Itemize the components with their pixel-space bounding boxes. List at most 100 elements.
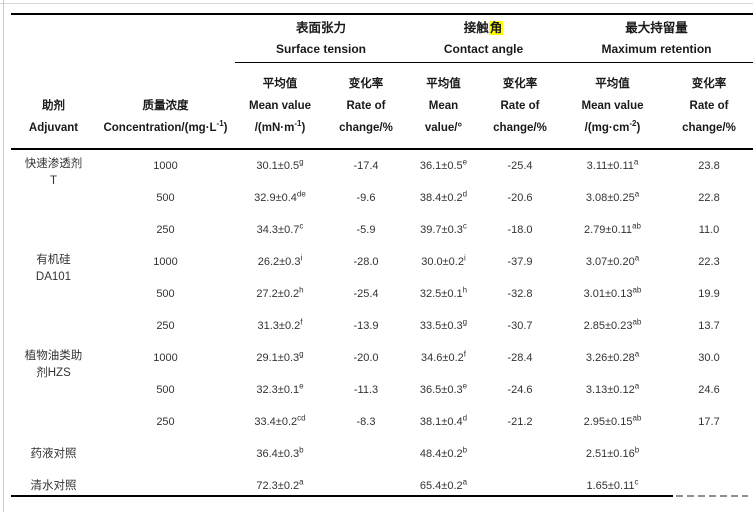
cell-ca-mean: 36.5±0.3e — [419, 381, 468, 396]
cell-mr-rate: 11.0 — [698, 224, 720, 236]
column-header-row: 助剂 Adjuvant 质量浓度 Concentration/(mg·L-1) 平均… — [11, 62, 753, 150]
group-header-row: 表面张力 Surface tension 接触角 Contact angle 最… — [11, 14, 753, 63]
cell-st-mean: 30.1±0.5g — [256, 157, 304, 172]
table-row: 500 32.9±0.4de -9.6 38.4±0.2d -20.6 3.08±0.25… — [11, 182, 753, 214]
cell-mr-rate — [665, 438, 753, 470]
cell-ca-mean: 39.7±0.3c — [420, 221, 467, 236]
cell-mr-mean: 3.01±0.13ab — [583, 285, 642, 300]
adjuvant-cell: 清水对照 — [30, 480, 77, 492]
cell-conc — [96, 470, 235, 502]
cell-mr-rate — [665, 470, 753, 502]
cell-mr-rate: 22.8 — [698, 192, 720, 204]
cell-st-rate: -25.4 — [353, 288, 379, 300]
cell-mr-mean: 2.51±0.16b — [585, 445, 640, 460]
adjuvant-cell: 药液对照 — [30, 448, 77, 460]
cell-mr-rate: 24.6 — [698, 384, 720, 396]
table-row: 250 33.4±0.2cd -8.3 38.1±0.4d -21.2 2.95±0.15… — [11, 406, 753, 438]
page-edge-top — [0, 3, 753, 4]
cell-mr-mean: 1.65±0.11c — [586, 477, 639, 492]
cell-st-rate: -11.3 — [353, 384, 379, 396]
col-header-concentration: 质量浓度 Concentration/(mg·L-1) — [96, 62, 235, 150]
group-contact-angle-en: Contact angle — [443, 41, 524, 56]
cell-mr-mean: 3.11±0.11a — [586, 157, 639, 172]
group-contact-angle-zh-text: 接触 — [463, 20, 489, 35]
col-header-st-mean: 平均值 Mean value/(mN·m-1) — [235, 62, 325, 150]
page-edge-left — [3, 0, 4, 512]
group-contact-angle-zh: 接触角 — [407, 18, 560, 39]
cell-ca-rate: -21.2 — [507, 416, 533, 428]
table-row: 植物油类助 剂HZS 1000 29.1±0.3g -20.0 34.6±0.2f -28.… — [11, 342, 753, 379]
cell-mr-mean: 3.13±0.12a — [585, 381, 640, 396]
cell-conc — [96, 438, 235, 470]
cell-conc: 1000 — [153, 256, 178, 268]
cell-st-rate: -17.4 — [353, 160, 379, 172]
adjuvant-cell: 植物油类助 剂HZS — [24, 350, 83, 379]
table-row: 250 34.3±0.7c -5.9 39.7±0.3c -18.0 2.79±0.11a… — [11, 214, 753, 246]
cell-st-mean: 36.4±0.3b — [256, 445, 304, 460]
cell-mr-mean: 2.95±0.15ab — [583, 413, 642, 428]
cell-ca-mean: 36.1±0.5e — [419, 157, 468, 172]
col-header-mr-rate: 变化率 Rate of change/% — [665, 62, 753, 150]
adjuvant-cell: 有机硅 DA101 — [35, 254, 72, 283]
cell-mr-mean: 2.85±0.23ab — [583, 317, 642, 332]
cell-ca-mean: 38.4±0.2d — [419, 189, 468, 204]
col-header-st-rate: 变化率 Rate of change/% — [325, 62, 407, 150]
cell-st-rate: -28.0 — [353, 256, 379, 268]
table-bottom-rule-faded-dashes — [676, 495, 748, 497]
cell-mr-rate: 13.7 — [698, 320, 720, 332]
group-surface-tension-en: Surface tension — [275, 41, 367, 56]
table-row: 500 32.3±0.1e -11.3 36.5±0.3e -24.6 3.13±0.12… — [11, 374, 753, 406]
cell-ca-mean: 30.0±0.2i — [421, 253, 466, 268]
table-row: 清水对照 72.3±0.2a 65.4±0.2a 1.65±0.11c — [11, 470, 753, 502]
group-header-spacer — [11, 14, 235, 63]
cell-st-mean: 33.4±0.2cd — [254, 413, 306, 428]
cell-ca-mean: 34.6±0.2f — [421, 349, 466, 364]
cell-st-mean: 27.2±0.2h — [256, 285, 304, 300]
cell-st-mean: 32.9±0.4de — [254, 189, 306, 204]
cell-st-mean: 26.2±0.3i — [257, 253, 303, 268]
cell-ca-mean: 32.5±0.1h — [419, 285, 468, 300]
adjuvant-results-table: 表面张力 Surface tension 接触角 Contact angle 最… — [11, 13, 753, 502]
cell-st-mean: 31.3±0.2f — [257, 317, 303, 332]
group-max-retention-en: Maximum retention — [601, 41, 712, 56]
group-header-surface-tension: 表面张力 Surface tension — [235, 14, 407, 63]
cell-mr-rate: 19.9 — [698, 288, 720, 300]
cell-ca-rate: -18.0 — [507, 224, 533, 236]
cell-ca-rate: -32.8 — [507, 288, 533, 300]
cell-conc: 500 — [156, 192, 175, 204]
cell-mr-rate: 17.7 — [698, 416, 720, 428]
cell-mr-mean: 3.07±0.20a — [585, 253, 640, 268]
cell-ca-rate: -28.4 — [507, 352, 533, 364]
cell-ca-rate: -37.9 — [507, 256, 533, 268]
cell-mr-mean: 2.79±0.11ab — [584, 221, 641, 236]
table-row: 500 27.2±0.2h -25.4 32.5±0.1h -32.8 3.01±0.13… — [11, 278, 753, 310]
cell-ca-mean: 65.4±0.2a — [419, 477, 468, 492]
cell-ca-mean: 33.5±0.3g — [419, 317, 468, 332]
col-header-ca-mean: 平均值 Mean value/° — [407, 62, 480, 150]
col-header-adjuvant: 助剂 Adjuvant — [11, 62, 96, 150]
table-row: 250 31.3±0.2f -13.9 33.5±0.3g -30.7 2.85±0.23… — [11, 310, 753, 342]
cell-ca-rate: -24.6 — [507, 384, 533, 396]
cell-conc: 250 — [156, 224, 175, 236]
cell-ca-mean: 48.4±0.2b — [419, 445, 468, 460]
cell-conc: 500 — [156, 288, 175, 300]
cell-ca-rate: -30.7 — [507, 320, 533, 332]
highlighted-character: 角 — [488, 20, 504, 35]
cell-st-mean: 34.3±0.7c — [256, 221, 304, 236]
cell-mr-rate: 23.8 — [698, 160, 720, 172]
table-row: 药液对照 36.4±0.3b 48.4±0.2b 2.51±0.16b — [11, 438, 753, 470]
cell-st-mean: 29.1±0.3g — [256, 349, 304, 364]
table-body: 快速渗透剂 T 1000 30.1±0.5g -17.4 36.1±0.5e -25.4 3.… — [11, 149, 753, 502]
group-header-max-retention: 最大持留量 Maximum retention — [560, 14, 753, 63]
adjuvant-cell: 快速渗透剂 T — [24, 158, 83, 187]
cell-conc: 500 — [156, 384, 175, 396]
table-bottom-rule — [11, 495, 673, 497]
cell-conc: 1000 — [153, 352, 178, 364]
cell-mr-rate: 30.0 — [698, 352, 720, 364]
group-max-retention-zh: 最大持留量 — [625, 20, 688, 35]
cell-st-rate: -13.9 — [353, 320, 379, 332]
cell-ca-rate — [480, 470, 560, 502]
cell-mr-mean: 3.08±0.25a — [585, 189, 640, 204]
cell-st-mean: 72.3±0.2a — [256, 477, 304, 492]
cell-mr-rate: 22.3 — [698, 256, 720, 268]
